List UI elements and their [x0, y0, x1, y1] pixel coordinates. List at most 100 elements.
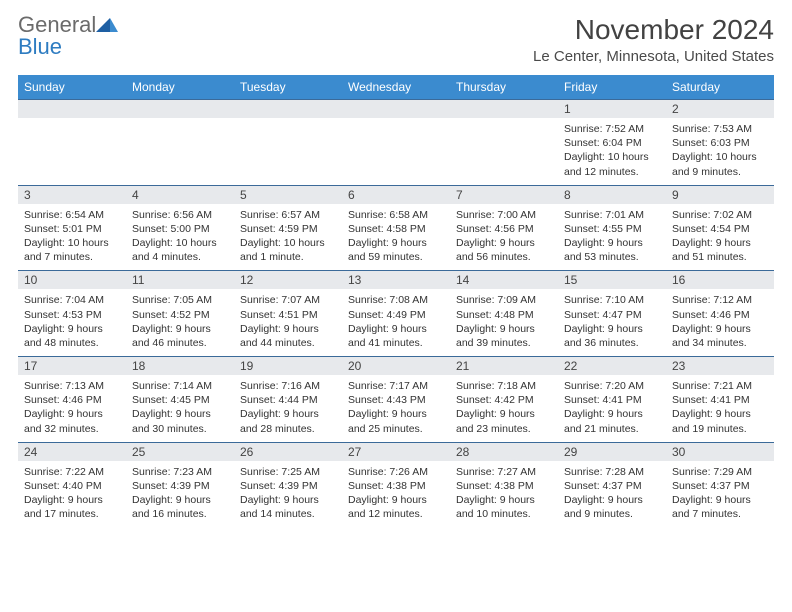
daylight-text: Daylight: 9 hours and 41 minutes.	[348, 322, 444, 350]
daylight-text: Daylight: 9 hours and 12 minutes.	[348, 493, 444, 521]
sunrise-text: Sunrise: 7:26 AM	[348, 465, 444, 479]
sunrise-text: Sunrise: 7:16 AM	[240, 379, 336, 393]
day-cell: Sunrise: 7:22 AMSunset: 4:40 PMDaylight:…	[18, 461, 126, 528]
day-cell: Sunrise: 6:56 AMSunset: 5:00 PMDaylight:…	[126, 204, 234, 271]
day-number: 20	[342, 357, 450, 375]
daylight-text: Daylight: 9 hours and 39 minutes.	[456, 322, 552, 350]
sunrise-text: Sunrise: 7:52 AM	[564, 122, 660, 136]
day-number: 16	[666, 271, 774, 289]
title-block: November 2024 Le Center, Minnesota, Unit…	[533, 14, 774, 65]
sunset-text: Sunset: 4:47 PM	[564, 308, 660, 322]
location-text: Le Center, Minnesota, United States	[533, 48, 774, 65]
date-bar: 3456789	[18, 185, 774, 204]
week-row: Sunrise: 7:52 AMSunset: 6:04 PMDaylight:…	[18, 118, 774, 185]
logo: General Blue	[18, 14, 118, 58]
month-title: November 2024	[533, 14, 774, 46]
day-number: 10	[18, 271, 126, 289]
day-cell: Sunrise: 7:23 AMSunset: 4:39 PMDaylight:…	[126, 461, 234, 528]
sunrise-text: Sunrise: 6:54 AM	[24, 208, 120, 222]
day-number: 22	[558, 357, 666, 375]
daylight-text: Daylight: 10 hours and 9 minutes.	[672, 150, 768, 178]
sunrise-text: Sunrise: 7:00 AM	[456, 208, 552, 222]
sunset-text: Sunset: 4:40 PM	[24, 479, 120, 493]
date-bar: 10111213141516	[18, 270, 774, 289]
sunset-text: Sunset: 4:58 PM	[348, 222, 444, 236]
daylight-text: Daylight: 9 hours and 36 minutes.	[564, 322, 660, 350]
daylight-text: Daylight: 9 hours and 7 minutes.	[672, 493, 768, 521]
daylight-text: Daylight: 9 hours and 48 minutes.	[24, 322, 120, 350]
sunset-text: Sunset: 4:55 PM	[564, 222, 660, 236]
day-number	[342, 100, 450, 118]
sunrise-text: Sunrise: 7:17 AM	[348, 379, 444, 393]
day-number: 23	[666, 357, 774, 375]
sunset-text: Sunset: 4:37 PM	[672, 479, 768, 493]
daylight-text: Daylight: 9 hours and 9 minutes.	[564, 493, 660, 521]
day-number: 18	[126, 357, 234, 375]
sunrise-text: Sunrise: 7:21 AM	[672, 379, 768, 393]
sunset-text: Sunset: 4:39 PM	[132, 479, 228, 493]
day-number: 9	[666, 186, 774, 204]
logo-text-2: Blue	[18, 34, 62, 59]
day-cell: Sunrise: 7:21 AMSunset: 4:41 PMDaylight:…	[666, 375, 774, 442]
daylight-text: Daylight: 9 hours and 51 minutes.	[672, 236, 768, 264]
sunrise-text: Sunrise: 7:25 AM	[240, 465, 336, 479]
day-name: Thursday	[450, 75, 558, 99]
daylight-text: Daylight: 10 hours and 4 minutes.	[132, 236, 228, 264]
day-cell: Sunrise: 7:12 AMSunset: 4:46 PMDaylight:…	[666, 289, 774, 356]
sunset-text: Sunset: 4:38 PM	[456, 479, 552, 493]
sunrise-text: Sunrise: 7:28 AM	[564, 465, 660, 479]
sunset-text: Sunset: 6:04 PM	[564, 136, 660, 150]
sunrise-text: Sunrise: 7:27 AM	[456, 465, 552, 479]
sunset-text: Sunset: 4:41 PM	[672, 393, 768, 407]
day-number: 30	[666, 443, 774, 461]
sunrise-text: Sunrise: 7:10 AM	[564, 293, 660, 307]
day-cell: Sunrise: 7:08 AMSunset: 4:49 PMDaylight:…	[342, 289, 450, 356]
daylight-text: Daylight: 9 hours and 44 minutes.	[240, 322, 336, 350]
day-number: 6	[342, 186, 450, 204]
day-number: 14	[450, 271, 558, 289]
day-name: Tuesday	[234, 75, 342, 99]
day-cell: Sunrise: 7:17 AMSunset: 4:43 PMDaylight:…	[342, 375, 450, 442]
daylight-text: Daylight: 9 hours and 59 minutes.	[348, 236, 444, 264]
sunrise-text: Sunrise: 7:09 AM	[456, 293, 552, 307]
day-name: Monday	[126, 75, 234, 99]
sunrise-text: Sunrise: 6:58 AM	[348, 208, 444, 222]
day-cell	[234, 118, 342, 185]
sunrise-text: Sunrise: 6:57 AM	[240, 208, 336, 222]
sunset-text: Sunset: 4:51 PM	[240, 308, 336, 322]
day-name: Saturday	[666, 75, 774, 99]
daylight-text: Daylight: 9 hours and 21 minutes.	[564, 407, 660, 435]
sunset-text: Sunset: 4:44 PM	[240, 393, 336, 407]
day-number: 26	[234, 443, 342, 461]
daylight-text: Daylight: 9 hours and 16 minutes.	[132, 493, 228, 521]
date-bar: 12	[18, 99, 774, 118]
daylight-text: Daylight: 9 hours and 10 minutes.	[456, 493, 552, 521]
logo-text: General Blue	[18, 14, 118, 58]
day-number	[234, 100, 342, 118]
day-cell: Sunrise: 6:58 AMSunset: 4:58 PMDaylight:…	[342, 204, 450, 271]
day-cell	[342, 118, 450, 185]
sunset-text: Sunset: 4:37 PM	[564, 479, 660, 493]
daylight-text: Daylight: 9 hours and 17 minutes.	[24, 493, 120, 521]
sunrise-text: Sunrise: 7:23 AM	[132, 465, 228, 479]
sunset-text: Sunset: 4:46 PM	[24, 393, 120, 407]
day-name: Wednesday	[342, 75, 450, 99]
calendar-page: General Blue November 2024 Le Center, Mi…	[0, 0, 792, 612]
daylight-text: Daylight: 10 hours and 12 minutes.	[564, 150, 660, 178]
sunrise-text: Sunrise: 7:01 AM	[564, 208, 660, 222]
day-number: 28	[450, 443, 558, 461]
day-cell: Sunrise: 7:25 AMSunset: 4:39 PMDaylight:…	[234, 461, 342, 528]
sunset-text: Sunset: 4:38 PM	[348, 479, 444, 493]
day-number: 19	[234, 357, 342, 375]
day-cell: Sunrise: 7:27 AMSunset: 4:38 PMDaylight:…	[450, 461, 558, 528]
daylight-text: Daylight: 9 hours and 28 minutes.	[240, 407, 336, 435]
sunset-text: Sunset: 4:46 PM	[672, 308, 768, 322]
day-number	[450, 100, 558, 118]
sunrise-text: Sunrise: 7:29 AM	[672, 465, 768, 479]
page-header: General Blue November 2024 Le Center, Mi…	[18, 14, 774, 65]
day-number: 1	[558, 100, 666, 118]
sunset-text: Sunset: 4:42 PM	[456, 393, 552, 407]
day-number	[18, 100, 126, 118]
day-number: 4	[126, 186, 234, 204]
date-bar: 17181920212223	[18, 356, 774, 375]
